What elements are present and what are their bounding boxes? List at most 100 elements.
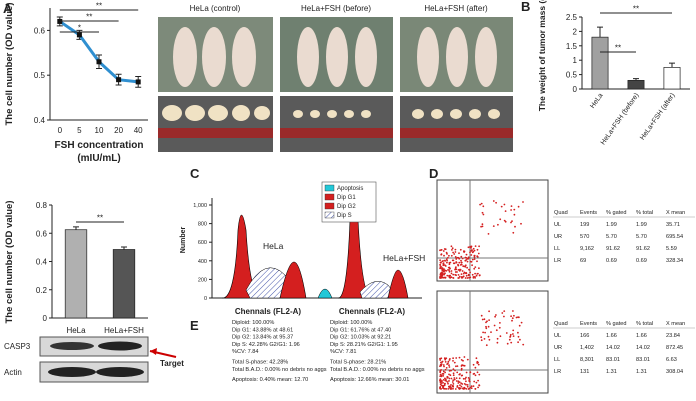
flow-dot bbox=[443, 254, 445, 257]
flow-scatter-frames bbox=[436, 179, 549, 394]
table-cell: UL bbox=[554, 333, 561, 339]
table-cell: 1.66 bbox=[636, 333, 647, 339]
flow-dot bbox=[446, 375, 449, 378]
flow-dot bbox=[503, 219, 506, 222]
flow-dot bbox=[477, 386, 479, 389]
flow-dot bbox=[497, 223, 499, 226]
table-cell: LR bbox=[554, 258, 561, 264]
stats-line: Dip G1: 43.88% at 48.61 bbox=[232, 327, 293, 333]
flow-dot bbox=[487, 335, 490, 338]
cell-cycle-histogram bbox=[211, 181, 422, 299]
flow-dot bbox=[477, 252, 480, 255]
flow-dot bbox=[439, 373, 442, 376]
panel-label: D bbox=[429, 166, 438, 181]
flow-dot bbox=[445, 258, 448, 261]
flow-dot bbox=[448, 270, 451, 273]
table-cell: LR bbox=[554, 369, 561, 375]
x-tick-label: 5 bbox=[77, 126, 82, 135]
flow-dot bbox=[481, 223, 484, 226]
bar bbox=[64, 229, 88, 319]
x-tick-label: HeLa+FSH bbox=[104, 326, 144, 335]
flow-dot bbox=[485, 344, 488, 347]
flow-dot bbox=[439, 264, 442, 266]
flow-dot bbox=[444, 260, 446, 262]
table-header: Events bbox=[580, 210, 597, 216]
stats-line: Apoptosis: 12.66% mean: 30.01 bbox=[330, 377, 409, 383]
flow-dot bbox=[449, 374, 452, 377]
flow-dot bbox=[458, 373, 461, 376]
flow-dot bbox=[512, 310, 514, 312]
flow-dot bbox=[450, 377, 453, 380]
flow-dot bbox=[478, 274, 481, 277]
flow-dot bbox=[488, 310, 490, 313]
flow-dot bbox=[468, 387, 471, 390]
flow-dot bbox=[454, 248, 457, 251]
table-cell: 6.63 bbox=[666, 357, 677, 363]
flow-dot bbox=[453, 377, 456, 379]
flow-dot bbox=[519, 338, 521, 341]
x-axis-label: Chennals (FL2-A) bbox=[339, 307, 406, 316]
flow-dot bbox=[453, 378, 456, 381]
flow-dot bbox=[513, 314, 515, 317]
flow-dot bbox=[444, 265, 447, 267]
flow-dot bbox=[440, 253, 443, 256]
flow-dot bbox=[457, 263, 459, 266]
flow-dot bbox=[440, 273, 443, 276]
flow-dot bbox=[492, 200, 495, 202]
flow-dot bbox=[467, 257, 470, 260]
bar bbox=[627, 80, 645, 90]
flow-dot bbox=[469, 271, 471, 274]
flow-dot bbox=[451, 381, 454, 383]
table-cell: 328.34 bbox=[666, 258, 683, 264]
table-cell: 166 bbox=[580, 333, 589, 339]
flow-dot bbox=[480, 202, 483, 205]
flow-dot bbox=[466, 260, 469, 263]
flow-dot bbox=[444, 368, 447, 371]
flow-dot bbox=[450, 254, 453, 257]
x-tick-label: HeLa bbox=[66, 326, 86, 335]
flow-dot bbox=[478, 267, 480, 270]
y-tick-label: 400 bbox=[198, 259, 207, 265]
flow-dot bbox=[439, 363, 442, 366]
flow-dot bbox=[499, 322, 501, 324]
flow-dot bbox=[441, 361, 443, 363]
flow-dot bbox=[512, 335, 515, 337]
flow-dot bbox=[466, 384, 469, 386]
flow-dot bbox=[456, 365, 459, 367]
flow-dot bbox=[499, 218, 502, 221]
y-tick-label: 0.5 bbox=[34, 71, 46, 80]
flow-dot bbox=[457, 382, 460, 384]
significance-label: ** bbox=[96, 2, 102, 11]
flow-dot bbox=[444, 361, 447, 363]
flow-dot bbox=[439, 266, 442, 268]
x-tick-label: 10 bbox=[95, 126, 104, 135]
y-tick-label: 800 bbox=[198, 222, 207, 228]
flow-dot bbox=[481, 225, 484, 228]
flow-dot bbox=[442, 250, 445, 252]
point bbox=[96, 59, 102, 65]
flow-dot bbox=[506, 342, 509, 345]
flow-dot bbox=[512, 231, 515, 234]
flow-dot bbox=[454, 251, 457, 253]
flow-dot bbox=[448, 386, 451, 388]
flow-dot bbox=[455, 380, 458, 382]
table-cell: 8,301 bbox=[580, 357, 594, 363]
flow-dot bbox=[474, 374, 477, 377]
flow-dot bbox=[481, 211, 484, 214]
y-tick-label: 2 bbox=[573, 27, 578, 36]
flow-dot bbox=[465, 257, 468, 259]
flow-dot bbox=[455, 365, 457, 368]
flow-dot bbox=[485, 325, 487, 328]
flow-dot bbox=[450, 270, 453, 272]
flow-dot bbox=[442, 270, 445, 273]
flow-dot bbox=[444, 387, 446, 390]
table-header: X mean bbox=[666, 321, 685, 327]
flow-dot bbox=[468, 246, 471, 248]
flow-dot bbox=[442, 370, 445, 373]
stats-line: Diploid: 100.00% bbox=[330, 320, 372, 326]
x-tick-label: 0 bbox=[58, 126, 63, 135]
flow-dot bbox=[445, 380, 448, 382]
flow-dot bbox=[500, 205, 503, 208]
flow-dot bbox=[457, 274, 460, 276]
flow-dot bbox=[445, 357, 448, 360]
